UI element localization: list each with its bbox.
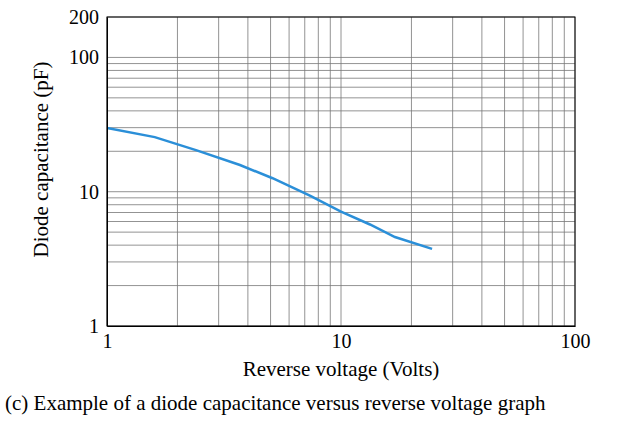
x-tick-label: 1 — [103, 330, 113, 352]
y-grid-line — [107, 191, 575, 192]
x-tick: 1 — [103, 326, 113, 352]
y-tick-label: 100 — [69, 46, 99, 68]
x-axis: 1 10 100 — [103, 326, 591, 352]
x-grid-line — [341, 17, 342, 326]
y-tick-label: 200 — [69, 6, 99, 28]
y-tick: 100 — [69, 46, 107, 68]
chart-svg: 1 10 100 1 10 100 200 Reverse voltage (Volts) Di… — [0, 0, 639, 421]
x-axis-line — [108, 326, 576, 327]
x-tick-label: 100 — [561, 330, 591, 352]
x-tick: 10 — [332, 326, 352, 352]
y-axis-label: Diode capacitance (pF) — [29, 62, 53, 258]
y-axis: 1 10 100 200 — [69, 6, 108, 337]
caption: (c) Example of a diode capacitance versu… — [5, 391, 546, 415]
plot-area — [107, 128, 432, 249]
data-line — [107, 128, 432, 249]
y-axis-line — [107, 18, 108, 327]
y-tick: 1 — [89, 315, 107, 337]
grid — [107, 17, 575, 326]
plot-frame — [107, 17, 575, 326]
y-tick-label: 10 — [79, 181, 99, 203]
chart-container: 1 10 100 1 10 100 200 Reverse voltage (Volts) Di… — [0, 0, 639, 421]
y-tick: 10 — [79, 181, 107, 203]
y-tick-label: 1 — [89, 315, 99, 337]
x-tick: 100 — [561, 326, 591, 352]
y-grid-line — [107, 57, 575, 58]
x-axis-label: Reverse voltage (Volts) — [243, 357, 440, 381]
x-tick-label: 10 — [332, 330, 352, 352]
y-tick: 200 — [69, 6, 107, 28]
